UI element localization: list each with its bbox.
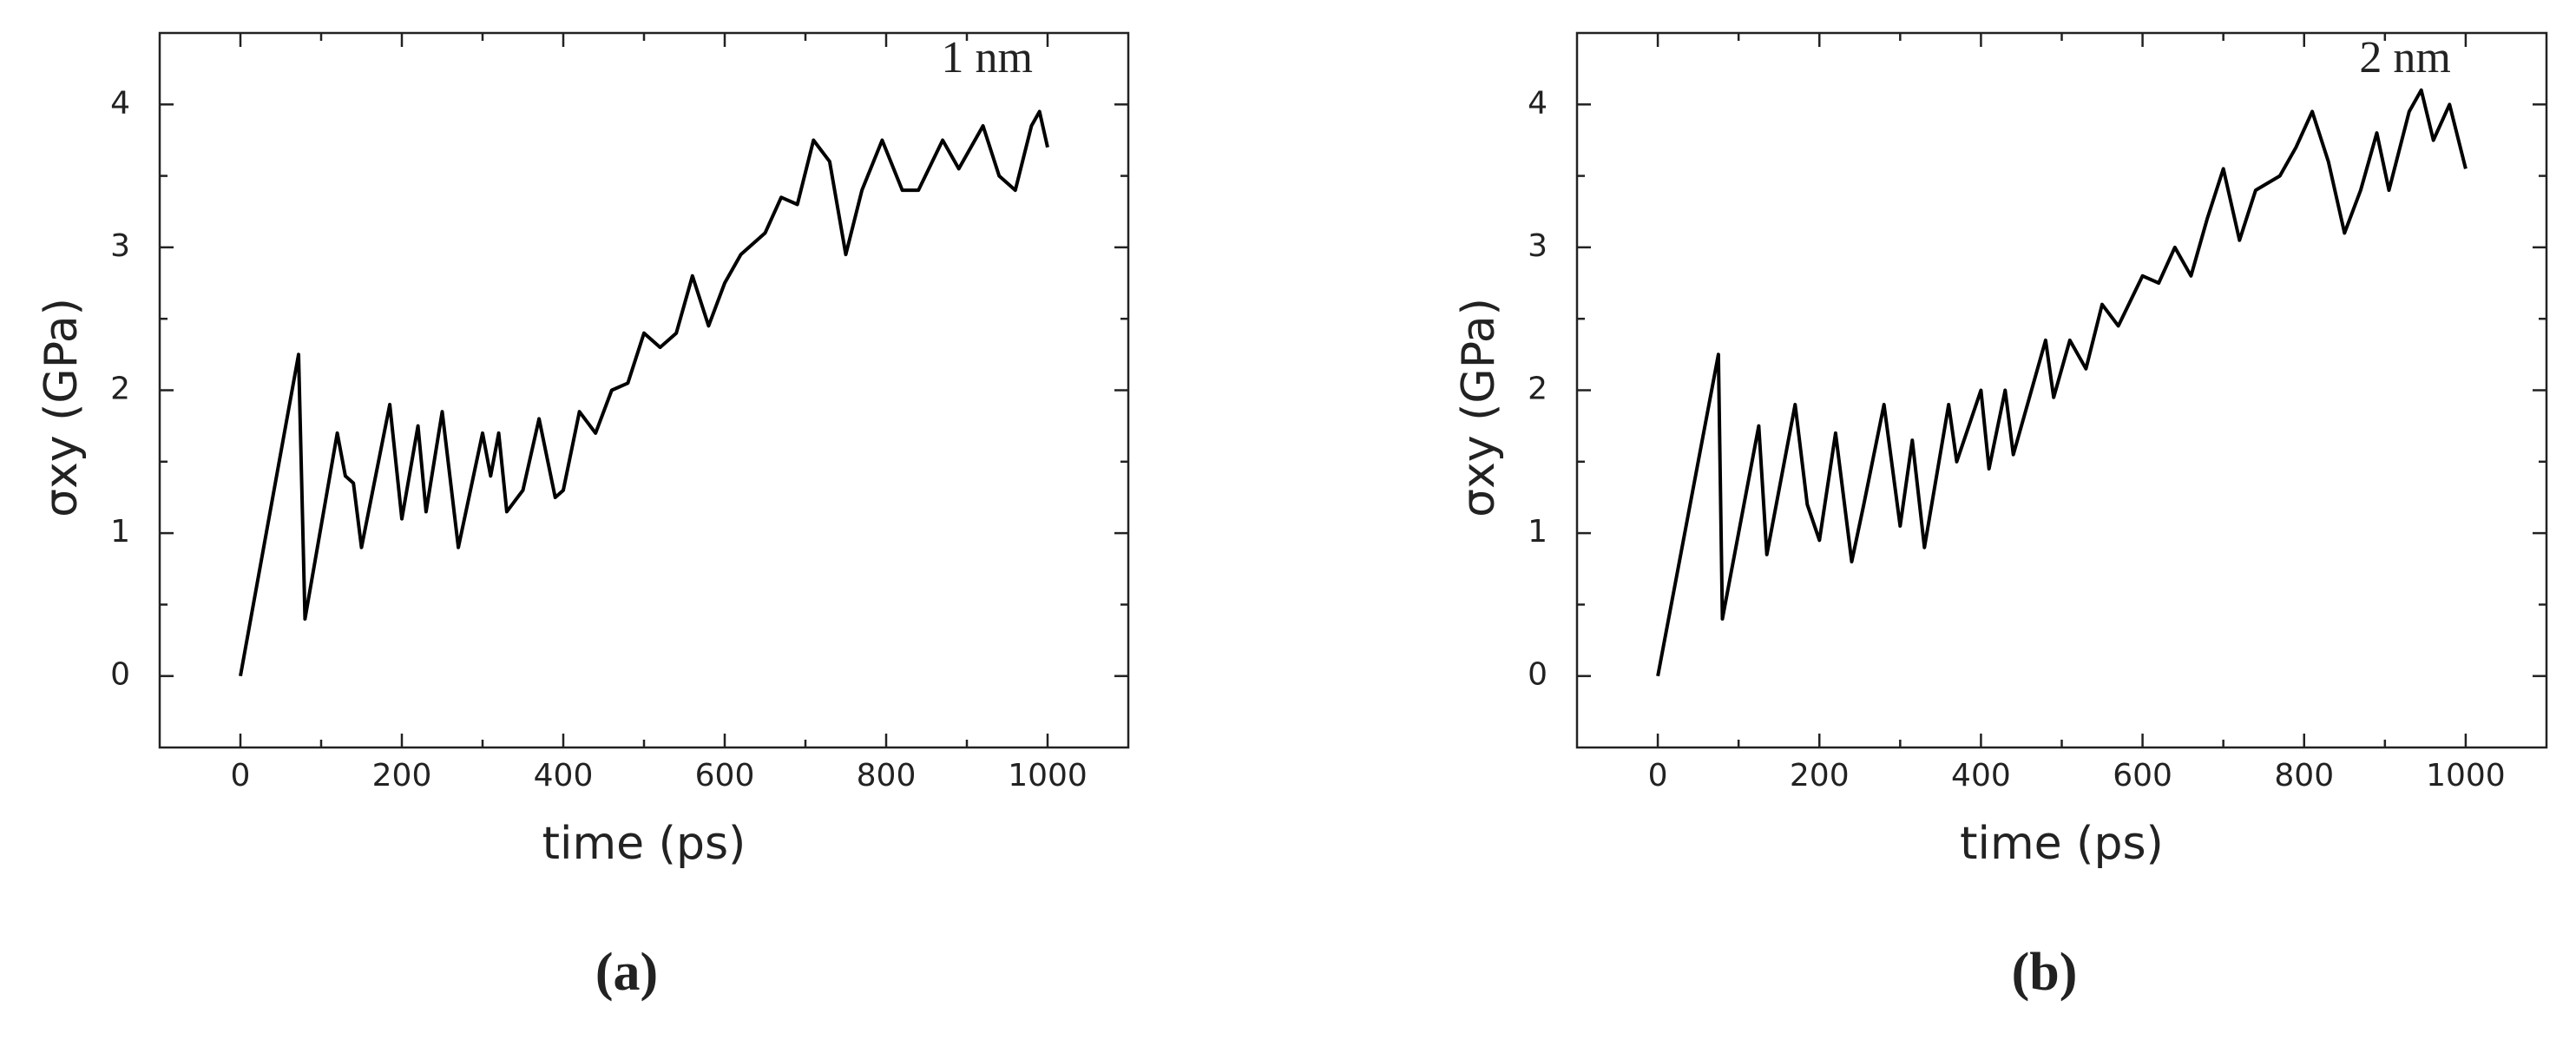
- annotation: 2 nm: [2359, 33, 2450, 82]
- data-line: [1656, 88, 2468, 677]
- x-tick-label: 0: [231, 758, 251, 793]
- y-tick-label: 4: [110, 85, 130, 121]
- x-tick-label: 800: [2274, 758, 2334, 793]
- panel-label: (b): [2012, 943, 2078, 1002]
- x-tick-label: 400: [534, 758, 594, 793]
- x-tick-label: 800: [857, 758, 917, 793]
- x-tick-label: 1000: [2426, 758, 2506, 793]
- y-axis-title: σxy (GPa): [1453, 298, 1505, 517]
- y-tick-label: 3: [1528, 228, 1548, 264]
- x-tick-label: 600: [695, 758, 755, 793]
- y-axis-title: σxy (GPa): [36, 298, 88, 517]
- y-tick-label: 1: [1528, 514, 1548, 550]
- x-tick-label: 200: [1790, 758, 1850, 793]
- x-tick-label: 600: [2113, 758, 2172, 793]
- x-tick-label: 1000: [1008, 758, 1088, 793]
- x-tick-label: 400: [1951, 758, 2011, 793]
- x-axis-title: time (ps): [542, 818, 746, 870]
- y-tick-label: 3: [110, 228, 130, 264]
- y-tick-label: 4: [1528, 85, 1548, 121]
- y-tick-label: 0: [110, 657, 130, 693]
- x-tick-label: 200: [372, 758, 432, 793]
- y-tick-label: 0: [1528, 657, 1548, 693]
- y-tick-label: 2: [1528, 372, 1548, 407]
- annotation: 1 nm: [942, 33, 1033, 82]
- panel-label: (a): [595, 943, 658, 1002]
- y-tick-label: 1: [110, 514, 130, 550]
- y-tick-label: 2: [110, 372, 130, 407]
- x-tick-label: 0: [1648, 758, 1668, 793]
- data-line: [239, 109, 1049, 677]
- plot-frame: [158, 31, 1130, 749]
- x-axis-title: time (ps): [1960, 818, 2164, 870]
